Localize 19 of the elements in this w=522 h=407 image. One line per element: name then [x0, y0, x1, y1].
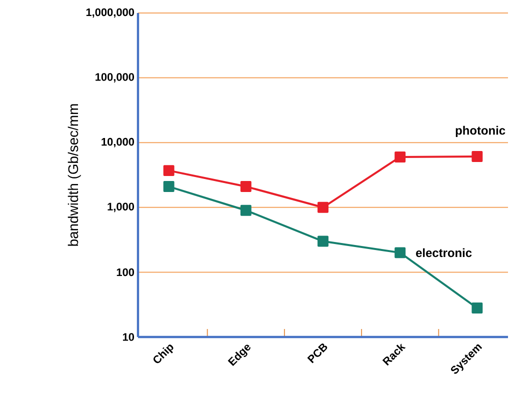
- point: [394, 151, 406, 162]
- point: [318, 236, 328, 247]
- y-tick-label: 100,000: [96, 73, 134, 82]
- y-tick-label: 100: [116, 268, 134, 276]
- point: [163, 165, 174, 176]
- point: [240, 181, 252, 192]
- point: [472, 302, 483, 314]
- point: [240, 204, 252, 216]
- series-label: photonic: [456, 126, 506, 138]
- point: [163, 181, 174, 192]
- y-axis-title: bandwidth (Gb/sec/mm: [68, 104, 81, 246]
- point: [318, 202, 328, 213]
- point: [472, 151, 483, 162]
- y-tick-label: 10,000: [102, 138, 134, 148]
- y-tick-label: 10: [122, 333, 134, 341]
- point: [394, 247, 406, 258]
- y-tick-label: 1,000: [108, 202, 134, 212]
- y-tick-label: 1,000,000: [86, 8, 134, 18]
- series-label: electronic: [416, 248, 472, 258]
